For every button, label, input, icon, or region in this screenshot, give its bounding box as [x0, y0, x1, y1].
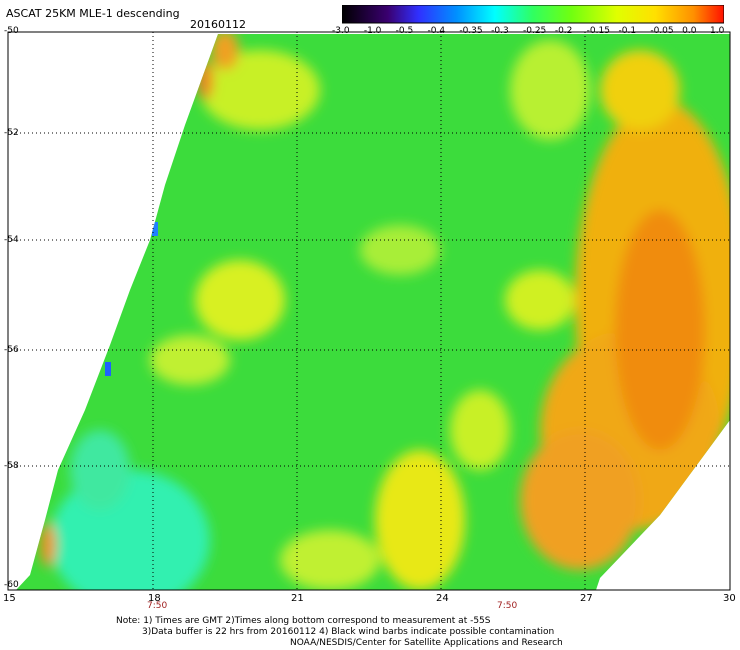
- colorbar-label: -0.15: [586, 26, 610, 36]
- colorbar-label: -1.0: [363, 26, 382, 36]
- note-line-1: Note: 1) Times are GMT 2)Times along bot…: [116, 616, 491, 626]
- colorbar-label: -0.05: [650, 26, 674, 36]
- lat-label: -52: [4, 128, 19, 138]
- time-label: 7:50: [147, 601, 168, 611]
- colorbar-label: -0.5: [395, 26, 414, 36]
- colorbar-label: -0.4: [427, 26, 446, 36]
- lon-label: 24: [436, 593, 449, 604]
- lon-label: 18: [148, 593, 161, 604]
- swath-field: [16, 34, 730, 590]
- map-date: 20160112: [190, 18, 246, 31]
- lon-label: 27: [580, 593, 593, 604]
- lat-label: -60: [4, 580, 19, 590]
- gridlines: [8, 32, 730, 590]
- colorbar-label: -3.0: [332, 26, 350, 36]
- colorbar-label: -0.2: [554, 26, 573, 36]
- lat-label: -56: [4, 345, 19, 355]
- note-line-3: NOAA/NESDIS/Center for Satellite Applica…: [290, 638, 563, 648]
- colorbar-label: -0.3: [491, 26, 509, 36]
- colorbar-label: -0.35: [459, 26, 483, 36]
- colorbar-label: 0.0: [682, 26, 697, 36]
- lat-label: -54: [4, 235, 19, 245]
- lon-label: 21: [291, 593, 304, 604]
- plot-frame: [7, 31, 731, 591]
- lat-label: -50: [4, 26, 19, 36]
- note-line-2: 3)Data buffer is 22 hrs from 20160112 4)…: [142, 627, 555, 637]
- time-label: 7:50: [497, 601, 518, 611]
- lon-label: 30: [723, 593, 736, 604]
- colorbar-label: -0.1: [618, 26, 637, 36]
- lat-label: -58: [4, 461, 19, 471]
- colorbar-label: -0.25: [523, 26, 547, 36]
- map-title: ASCAT 25KM MLE-1 descending: [6, 7, 180, 20]
- lon-label: 15: [3, 593, 16, 604]
- colorbar-label: 1.0: [710, 26, 725, 36]
